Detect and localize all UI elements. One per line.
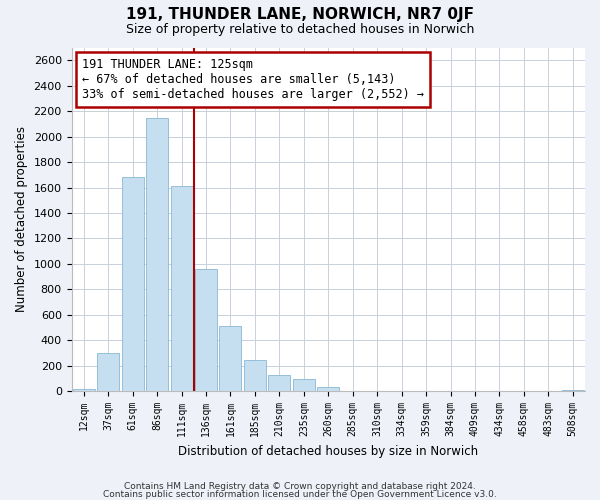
Bar (73, 388, 95, 391)
Bar (391, 390, 413, 391)
X-axis label: Distribution of detached houses by size in Norwich: Distribution of detached houses by size … (178, 444, 478, 458)
Bar (293, 379, 315, 391)
Bar (195, 269, 217, 391)
Bar (317, 388, 339, 391)
Bar (268, 376, 290, 391)
Bar (440, 390, 461, 391)
Bar (170, 186, 193, 391)
Bar (342, 390, 364, 391)
Text: Contains public sector information licensed under the Open Government Licence v3: Contains public sector information licen… (103, 490, 497, 499)
Bar (97, 353, 119, 391)
Bar (464, 390, 486, 391)
Bar (488, 390, 511, 391)
Bar (366, 390, 388, 391)
Bar (562, 390, 584, 391)
Bar (538, 390, 559, 391)
Bar (220, 326, 241, 391)
Bar (146, 118, 168, 391)
Text: Size of property relative to detached houses in Norwich: Size of property relative to detached ho… (126, 22, 474, 36)
Bar (415, 390, 437, 391)
Text: Contains HM Land Registry data © Crown copyright and database right 2024.: Contains HM Land Registry data © Crown c… (124, 482, 476, 491)
Y-axis label: Number of detached properties: Number of detached properties (15, 126, 28, 312)
Bar (244, 360, 266, 391)
Text: 191, THUNDER LANE, NORWICH, NR7 0JF: 191, THUNDER LANE, NORWICH, NR7 0JF (126, 8, 474, 22)
Bar (122, 178, 143, 391)
Text: 191 THUNDER LANE: 125sqm
← 67% of detached houses are smaller (5,143)
33% of sem: 191 THUNDER LANE: 125sqm ← 67% of detach… (82, 58, 424, 101)
Bar (513, 390, 535, 391)
